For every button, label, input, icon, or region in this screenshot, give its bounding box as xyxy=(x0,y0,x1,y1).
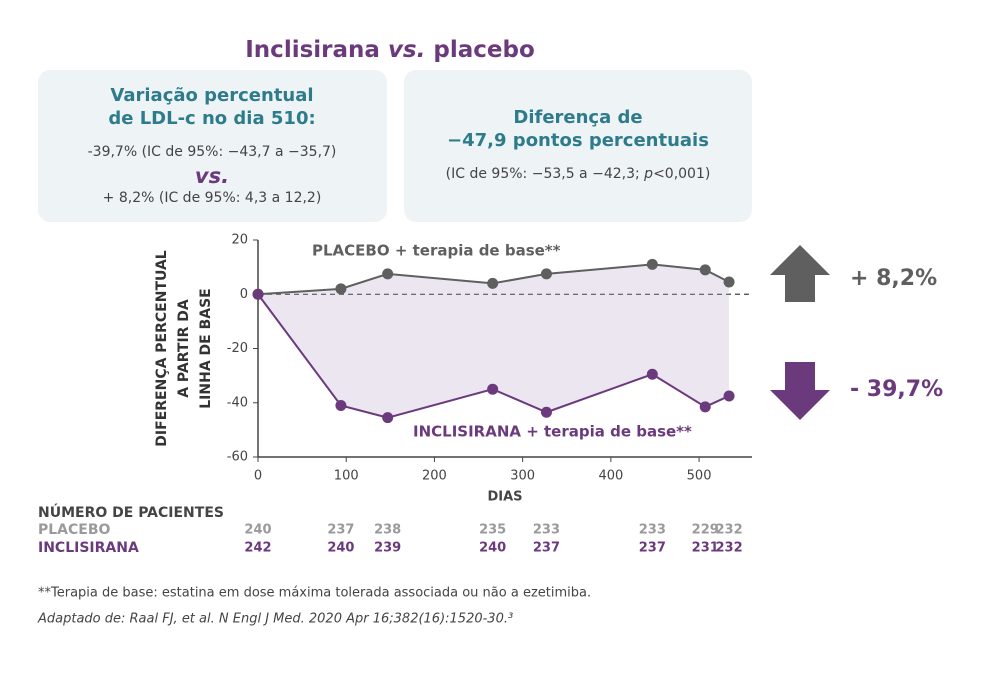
point xyxy=(382,412,394,424)
patient-count: 240 xyxy=(327,541,354,556)
title-part: Inclisirana xyxy=(245,37,380,63)
point xyxy=(487,277,499,289)
up-arrow xyxy=(770,245,830,302)
x-tick-label: 500 xyxy=(687,469,712,484)
y-tick-label: -20 xyxy=(227,341,248,356)
box-title: Diferença de xyxy=(513,107,642,128)
annotation: + 8,2% xyxy=(850,266,937,291)
x-tick-label: 0 xyxy=(254,469,262,484)
point xyxy=(699,401,711,413)
y-axis-label: A PARTIR DA xyxy=(176,299,192,398)
box-vs: vs. xyxy=(195,164,229,188)
patient-count: 235 xyxy=(479,523,506,538)
difference-area xyxy=(258,264,730,418)
patient-count: 237 xyxy=(533,541,560,556)
patient-count: 229 xyxy=(692,523,719,538)
info-box xyxy=(404,70,752,222)
patient-count: 231 xyxy=(692,541,719,556)
series-label: PLACEBO + terapia de base** xyxy=(312,242,561,260)
box-text: -39,7% (IC de 95%: −43,7 a −35,7) xyxy=(88,144,337,160)
box-title: Variação percentual xyxy=(110,85,313,106)
footnote: **Terapia de base: estatina em dose máxi… xyxy=(38,586,591,601)
patient-count: 233 xyxy=(639,523,666,538)
title-part: vs. xyxy=(388,37,425,63)
chart-title: Inclisirana vs. placebo xyxy=(245,37,535,63)
table-title: NÚMERO DE PACIENTES xyxy=(38,503,224,521)
y-tick-label: 20 xyxy=(231,233,248,248)
point xyxy=(646,258,658,270)
box-title: de LDL-c no dia 510: xyxy=(108,108,315,129)
point xyxy=(335,399,347,411)
patient-count: 238 xyxy=(374,523,401,538)
x-tick-label: 200 xyxy=(422,469,447,484)
point xyxy=(723,276,735,288)
y-axis-label: LINHA DE BASE xyxy=(198,288,214,408)
patient-count: 232 xyxy=(715,523,742,538)
row-label: INCLISIRANA xyxy=(38,540,139,556)
series-label: INCLISIRANA + terapia de base** xyxy=(413,423,692,441)
annotation: - 39,7% xyxy=(850,377,943,402)
title-part: placebo xyxy=(433,37,534,63)
point xyxy=(335,283,347,295)
y-tick-label: -60 xyxy=(227,450,248,465)
box-text-part: <0,001) xyxy=(653,166,710,182)
point xyxy=(646,368,658,380)
point xyxy=(487,383,499,395)
patient-count: 237 xyxy=(327,523,354,538)
source: Adaptado de: Raal FJ, et al. N Engl J Me… xyxy=(37,612,513,627)
box-text: (IC de 95%: −53,5 a −42,3; p<0,001) xyxy=(446,166,711,182)
point xyxy=(540,406,552,418)
y-axis-label: DIFERENÇA PERCENTUAL xyxy=(154,250,170,446)
point xyxy=(540,268,552,280)
series-line xyxy=(257,263,730,296)
x-axis-label: DIAS xyxy=(487,490,522,505)
box-title: −47,9 pontos percentuais xyxy=(447,130,709,151)
y-tick-label: 0 xyxy=(240,287,248,302)
patient-count: 240 xyxy=(244,523,271,538)
row-label: PLACEBO xyxy=(38,522,111,538)
patient-count: 240 xyxy=(479,541,506,556)
point xyxy=(699,264,711,276)
point xyxy=(382,268,394,280)
box-text: + 8,2% (IC de 95%: 4,3 a 12,2) xyxy=(103,190,322,206)
point xyxy=(723,390,735,402)
down-arrow xyxy=(770,362,830,420)
patient-count: 232 xyxy=(715,541,742,556)
series-line xyxy=(257,293,730,419)
x-tick-label: 100 xyxy=(334,469,359,484)
patient-count: 233 xyxy=(533,523,560,538)
point xyxy=(252,288,264,300)
info-box xyxy=(38,70,387,222)
patient-count: 239 xyxy=(374,541,401,556)
box-text-part: (IC de 95%: −53,5 a −42,3; xyxy=(446,166,645,182)
box-text-part: p xyxy=(643,166,653,182)
x-tick-label: 400 xyxy=(598,469,623,484)
patient-count: 242 xyxy=(244,541,271,556)
y-tick-label: -40 xyxy=(227,395,248,410)
x-tick-label: 300 xyxy=(510,469,535,484)
patient-count: 237 xyxy=(639,541,666,556)
